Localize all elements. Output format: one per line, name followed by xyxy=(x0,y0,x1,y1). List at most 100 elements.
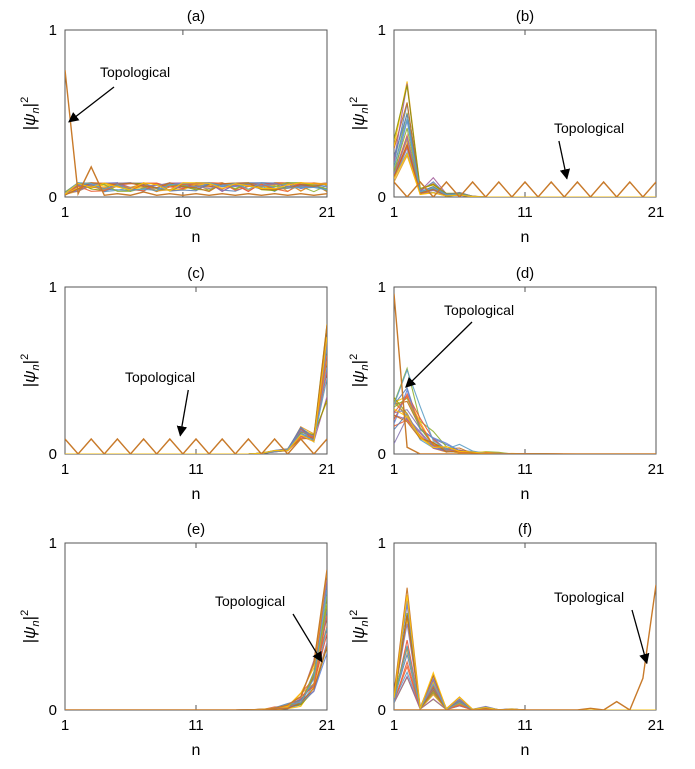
bulk-series-line xyxy=(65,626,327,710)
x-tick-label: 1 xyxy=(390,717,398,734)
y-tick-label: 1 xyxy=(49,22,57,39)
x-tick-label: 21 xyxy=(648,204,665,221)
topological-series-line xyxy=(394,293,656,454)
bulk-series-line xyxy=(65,646,327,710)
bulk-series-line xyxy=(394,675,656,710)
bulk-series-line xyxy=(394,366,656,454)
annotation-arrow xyxy=(405,321,473,388)
y-axis-label: |ψn|2 xyxy=(19,610,42,643)
topological-series-line xyxy=(65,437,327,454)
topological-annotation: Topological xyxy=(444,302,514,318)
bulk-series-line xyxy=(394,419,656,454)
bulk-series-line xyxy=(65,643,327,710)
y-tick-label: 0 xyxy=(378,702,386,719)
y-tick-label: 1 xyxy=(378,22,386,39)
bulk-series-line xyxy=(394,152,656,197)
series-group xyxy=(394,293,656,454)
bulk-series-line xyxy=(394,587,656,710)
series-group xyxy=(65,70,327,197)
bulk-series-line xyxy=(65,605,327,710)
x-tick-label: 1 xyxy=(61,204,69,221)
bulk-series-line xyxy=(65,339,327,454)
panel-title: (f) xyxy=(518,521,532,538)
bulk-series-line xyxy=(65,371,327,454)
bulk-series-line xyxy=(394,83,656,197)
y-tick-label: 1 xyxy=(49,279,57,296)
y-axis-label: |ψn|2 xyxy=(348,354,371,387)
y-axis-label: |ψn|2 xyxy=(348,97,371,130)
series-group xyxy=(65,569,327,710)
x-axis-label: n xyxy=(192,742,201,759)
series-group xyxy=(394,81,656,197)
bulk-series-line xyxy=(65,182,327,193)
bulk-series-line xyxy=(65,341,327,454)
x-tick-label: 21 xyxy=(648,461,665,478)
topological-annotation: Topological xyxy=(554,589,624,605)
panel-title: (c) xyxy=(187,265,205,282)
y-axis-label: |ψn|2 xyxy=(19,354,42,387)
bulk-series-line xyxy=(65,653,327,710)
annotation-arrow xyxy=(176,389,189,437)
bulk-series-line xyxy=(394,368,656,454)
x-axis-label: n xyxy=(192,486,201,503)
x-tick-label: 21 xyxy=(319,461,336,478)
bulk-series-line xyxy=(65,646,327,710)
panel-title: (d) xyxy=(516,265,534,282)
bulk-series-line xyxy=(65,336,327,454)
y-tick-label: 1 xyxy=(378,535,386,552)
bulk-series-line xyxy=(394,103,656,197)
panel-title: (a) xyxy=(187,8,205,25)
bulk-series-line xyxy=(65,399,327,454)
annotation-arrow xyxy=(68,86,115,123)
topological-series-line xyxy=(394,584,656,710)
bulk-series-line xyxy=(65,615,327,710)
x-axis-label: n xyxy=(521,229,530,246)
topological-annotation: Topological xyxy=(100,64,170,80)
bulk-series-line xyxy=(394,623,656,710)
bulk-series-line xyxy=(394,414,656,454)
series-group xyxy=(65,323,327,454)
bulk-series-line xyxy=(394,664,656,710)
y-tick-label: 1 xyxy=(49,535,57,552)
y-tick-label: 1 xyxy=(378,279,386,296)
bulk-series-line xyxy=(65,596,327,710)
panel-title: (b) xyxy=(516,8,534,25)
bulk-series-line xyxy=(65,345,327,454)
plot-frame xyxy=(64,29,328,198)
x-tick-label: 11 xyxy=(517,204,533,221)
bulk-series-line xyxy=(65,589,327,710)
x-tick-label: 11 xyxy=(517,461,533,478)
annotation-arrow xyxy=(631,609,650,665)
topological-series-line xyxy=(394,180,656,197)
bulk-series-line xyxy=(65,627,327,710)
bulk-series-line xyxy=(65,378,327,454)
y-axis-label: |ψn|2 xyxy=(19,97,42,130)
x-tick-label: 21 xyxy=(319,204,336,221)
plot-frame xyxy=(64,286,328,455)
bulk-series-line xyxy=(65,324,327,454)
bulk-series-line xyxy=(394,615,656,710)
bulk-series-line xyxy=(394,143,656,197)
topological-annotation: Topological xyxy=(125,369,195,385)
y-axis-label: |ψn|2 xyxy=(348,610,371,643)
bulk-series-line xyxy=(394,648,656,710)
series-group xyxy=(394,584,656,710)
y-tick-label: 0 xyxy=(378,446,386,463)
bulk-series-line xyxy=(65,603,327,710)
x-axis-label: n xyxy=(521,742,530,759)
bulk-series-line xyxy=(65,400,327,454)
bulk-series-line xyxy=(65,571,327,710)
bulk-series-line xyxy=(394,614,656,710)
topological-annotation: Topological xyxy=(554,120,624,136)
bulk-series-line xyxy=(394,118,656,197)
bulk-series-line xyxy=(65,396,327,454)
bulk-series-line xyxy=(65,326,327,454)
plot-frame xyxy=(393,29,657,198)
bulk-series-line xyxy=(394,594,656,710)
y-tick-label: 0 xyxy=(49,702,57,719)
